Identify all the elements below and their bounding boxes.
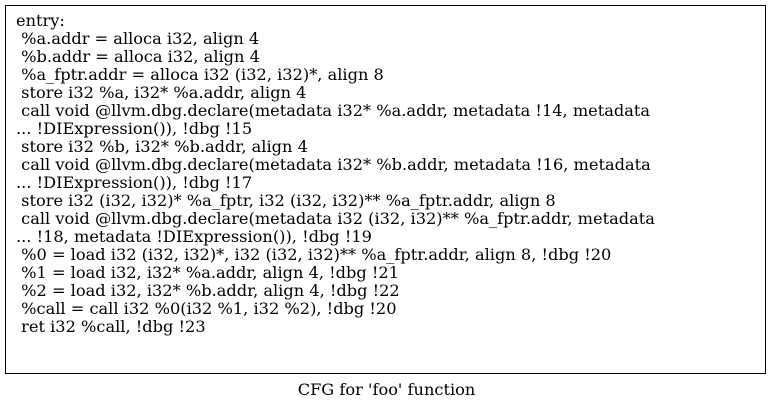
- instruction-line: %0 = load i32 (i32, i32)*, i32 (i32, i32…: [16, 245, 612, 264]
- instruction-line: store i32 (i32, i32)* %a_fptr, i32 (i32,…: [16, 191, 556, 210]
- instruction-line: %a.addr = alloca i32, align 4: [16, 29, 260, 48]
- block-label: entry:: [16, 11, 65, 30]
- instruction-line: %1 = load i32, i32* %a.addr, align 4, !d…: [16, 263, 400, 282]
- instruction-list: entry: %a.addr = alloca i32, align 4 %b.…: [16, 12, 755, 336]
- instruction-line: %b.addr = alloca i32, align 4: [16, 47, 260, 66]
- instruction-line: %call = call i32 %0(i32 %1, i32 %2), !db…: [16, 299, 397, 318]
- graph-title: CFG for 'foo' function: [297, 380, 476, 399]
- instruction-continuation: ... !DIExpression()), !dbg !17: [16, 173, 253, 192]
- instruction-line: call void @llvm.dbg.declare(metadata i32…: [16, 155, 651, 174]
- instruction-line: %a_fptr.addr = alloca i32 (i32, i32)*, a…: [16, 65, 384, 84]
- cfg-basic-block-entry: entry: %a.addr = alloca i32, align 4 %b.…: [5, 5, 766, 374]
- instruction-line: ret i32 %call, !dbg !23: [16, 317, 206, 336]
- instruction-line: store i32 %a, i32* %a.addr, align 4: [16, 83, 307, 102]
- instruction-line: call void @llvm.dbg.declare(metadata i32…: [16, 101, 651, 120]
- instruction-line: %2 = load i32, i32* %b.addr, align 4, !d…: [16, 281, 400, 300]
- instruction-continuation: ... !DIExpression()), !dbg !15: [16, 119, 253, 138]
- instruction-continuation: ... !18, metadata !DIExpression()), !dbg…: [16, 227, 372, 246]
- instruction-line: store i32 %b, i32* %b.addr, align 4: [16, 137, 308, 156]
- instruction-line: call void @llvm.dbg.declare(metadata i32…: [16, 209, 655, 228]
